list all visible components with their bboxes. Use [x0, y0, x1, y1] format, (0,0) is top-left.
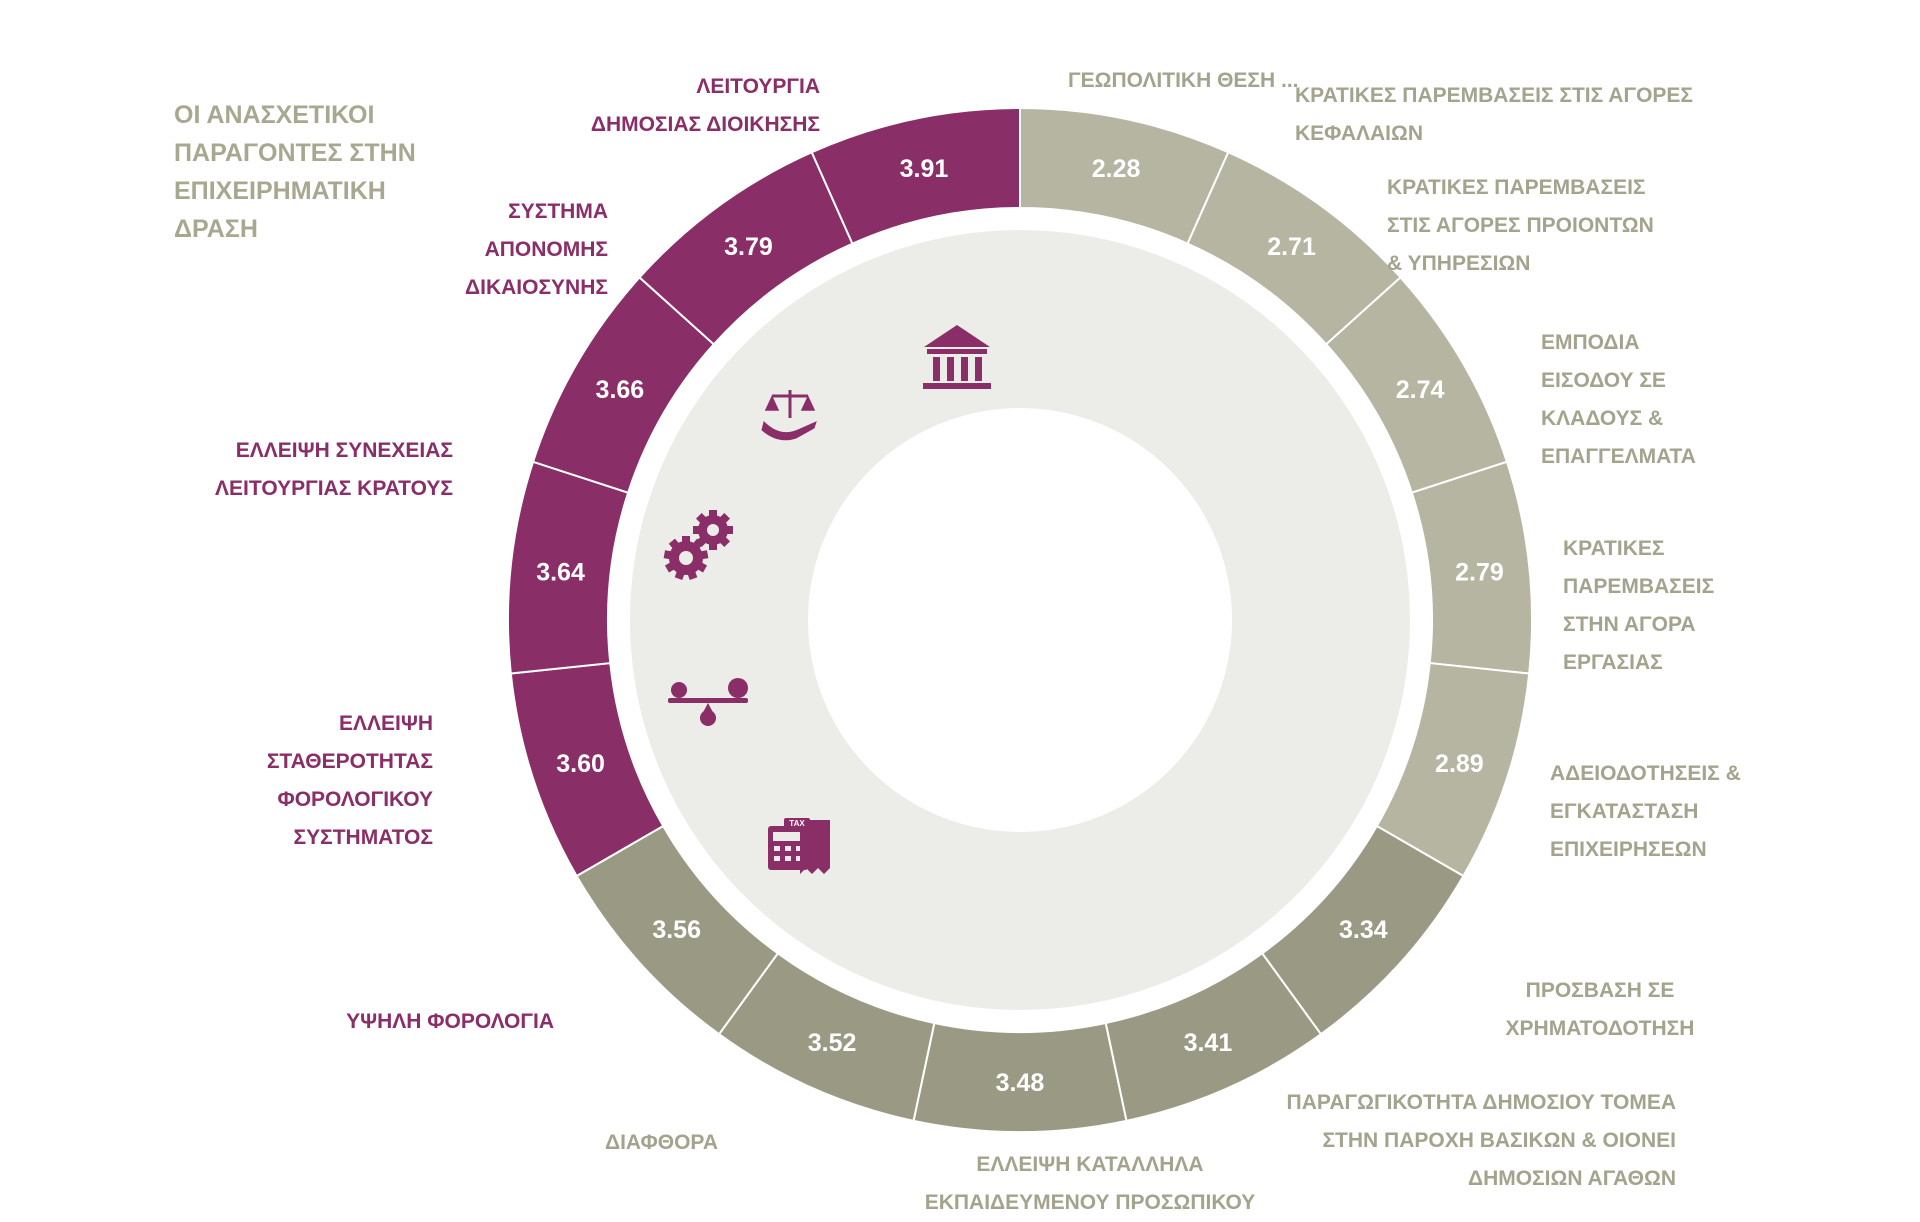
gear-tooth: [687, 569, 698, 581]
category-label: ΚΡΑΤΙΚΕΣ ΠΑΡΕΜΒΑΣΕΙΣ ΣΤΗΝ ΑΓΟΡΑ ΕΡΓΑΣΙΑΣ: [1563, 537, 1715, 674]
value-label: 3.64: [536, 559, 585, 587]
gear-tooth: [691, 538, 704, 550]
value-label: 2.71: [1267, 233, 1316, 261]
value-label: 2.74: [1396, 376, 1445, 404]
category-label: ΕΛΛΕΙΨΗ ΚΑΤΑΛΛΗΛΑ ΕΚΠΑΙΔΕΥΜΕΝΟΥ ΠΡΟΣΩΠΙΚ…: [924, 1153, 1256, 1214]
value-label: 3.48: [996, 1069, 1045, 1097]
gear-tooth: [663, 550, 673, 560]
category-label: ΠΑΡΑΓΩΓΙΚΟΤΗΤΑ ΔΗΜΟΣΙΟΥ ΤΟΜΕΑ ΣΤΗΝ ΠΑΡΟΧ…: [1286, 1091, 1676, 1190]
category-label: ΥΨΗΛΗ ΦΟΡΟΛΟΓΙΑ: [346, 1010, 554, 1033]
value-label: 3.34: [1339, 916, 1388, 944]
donut-segment: [810, 106, 1021, 245]
gear-tooth: [709, 542, 717, 550]
gear-tooth: [725, 526, 733, 534]
category-label: ΔΙΑΦΘΟΡΑ: [605, 1131, 719, 1154]
category-label: ΛΕΙΤΟΥΡΓΙΑ ΔΗΜΟΣΙΑΣ ΔΙΟΙΚΗΣΗΣ: [590, 75, 820, 136]
category-label: ΚΡΑΤΙΚΕΣ ΠΑΡΕΜΒΑΣΕΙΣ ΣΤΙΣ ΑΓΟΡΕΣ ΚΕΦΑΛΑΙ…: [1295, 84, 1694, 145]
gear-tooth: [709, 510, 717, 518]
value-label: 3.60: [556, 750, 605, 778]
svg-text:TAX: TAX: [789, 819, 805, 828]
category-label: ΕΛΛΕΙΨΗ ΣΤΑΘΕΡΟΤΗΤΑΣ ΦΟΡΟΛΟΓΙΚΟΥ ΣΥΣΤΗΜΑ…: [266, 712, 433, 849]
value-label: 3.66: [596, 376, 645, 404]
value-label: 3.52: [808, 1029, 857, 1057]
category-label: ΣΥΣΤΗΜΑ ΑΠΟΝΟΜΗΣ ΔΙΚΑΙΟΣΥΝΗΣ: [465, 200, 608, 299]
value-labels: 2.28 2.71 2.74 2.79 2.89 3.34 3.41 3.48 3.52 3.56…: [536, 155, 1504, 1097]
inner-band-ring: [629, 230, 1410, 1011]
gear-tooth: [668, 538, 681, 550]
category-label: ΕΛΛΕΙΨΗ ΣΥΝΕΧΕΙΑΣ ΛΕΙΤΟΥΡΓΙΑΣ ΚΡΑΤΟΥΣ: [215, 439, 453, 500]
chart-title: ΟΙ ΑΝΑΣΧΕΤΙΚΟΙ ΠΑΡΑΓΟΝΤΕΣ ΣΤΗΝ ΕΠΙΧΕΙΡΗΜ…: [174, 101, 416, 243]
balance-seesaw-icon: [668, 678, 748, 726]
category-label: ΑΔΕΙΟΔΟΤΗΣΕΙΣ & ΕΓΚΑΤΑΣΤΑΣΗ ΕΠΙΧΕΙΡΗΣΕΩΝ: [1550, 762, 1741, 861]
category-label: ΕΜΠΟΔΙΑ ΕΙΣΟΔΟΥ ΣΕ ΚΛΑΔΟΥΣ & ΕΠΑΓΓΕΛΜΑΤΑ: [1541, 331, 1696, 468]
category-label: ΠΡΟΣΒΑΣΗ ΣΕ ΧΡΗΜΑΤΟΔΟΤΗΣΗ: [1505, 979, 1695, 1040]
gear-tooth: [696, 561, 708, 573]
gears-icon: [663, 510, 733, 581]
inner-band: [629, 230, 1410, 1011]
value-label: 3.56: [652, 916, 701, 944]
gear-tooth: [699, 550, 709, 560]
value-label: 3.91: [900, 155, 949, 183]
gear-tooth: [693, 526, 701, 534]
value-label: 3.41: [1184, 1029, 1233, 1057]
value-label: 3.79: [724, 233, 773, 261]
gear-tooth: [682, 536, 690, 544]
value-label: 2.89: [1435, 750, 1484, 778]
category-label: ΚΡΑΤΙΚΕΣ ΠΑΡΕΜΒΑΣΕΙΣ ΣΤΙΣ ΑΓΟΡΕΣ ΠΡΟΙΟΝΤ…: [1387, 176, 1654, 275]
tax-calculator-receipt-icon: TAX: [768, 818, 830, 874]
donut-segments: [507, 106, 1534, 1133]
justice-scales-hand-icon: [761, 390, 817, 441]
category-label: ΓΕΩΠΟΛΙΤΙΚΗ ΘΕΣΗ ...: [1068, 69, 1299, 92]
value-label: 2.79: [1455, 559, 1504, 587]
value-label: 2.28: [1092, 155, 1141, 183]
gear-tooth: [664, 561, 676, 573]
bank-building-icon: [923, 325, 991, 389]
gear-tooth: [674, 569, 685, 581]
